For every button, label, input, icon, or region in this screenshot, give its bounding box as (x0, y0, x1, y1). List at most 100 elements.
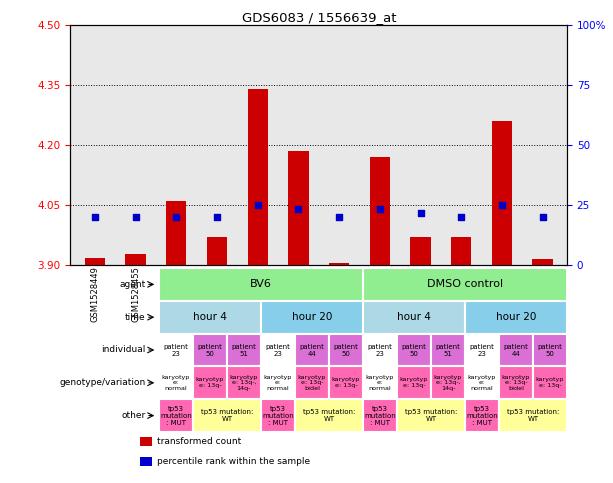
Text: tp53
mutation
: MUT: tp53 mutation : MUT (262, 406, 294, 426)
Bar (492, 121, 512, 265)
Bar (465, 334, 499, 367)
Bar (295, 399, 363, 432)
Bar (370, 157, 390, 265)
Text: patient
23: patient 23 (470, 343, 495, 356)
Text: karyotyp
e: 13q-,
14q-: karyotyp e: 13q-, 14q- (434, 374, 462, 391)
Text: tp53
mutation
: MUT: tp53 mutation : MUT (364, 406, 396, 426)
Text: patient
50: patient 50 (538, 343, 563, 356)
Text: tp53
mutation
: MUT: tp53 mutation : MUT (160, 406, 192, 426)
Text: patient
23: patient 23 (368, 343, 392, 356)
Bar (363, 399, 397, 432)
Point (131, 213, 140, 221)
Bar (159, 301, 261, 334)
Text: karyotyp
e: 13q-: karyotyp e: 13q- (400, 377, 428, 388)
Text: individual: individual (101, 345, 145, 355)
Text: genotype/variation: genotype/variation (59, 378, 145, 387)
Text: percentile rank within the sample: percentile rank within the sample (158, 457, 311, 466)
Text: patient
44: patient 44 (300, 343, 324, 356)
Text: time: time (124, 313, 145, 322)
Text: karyotyp
e: 13q-,
14q-: karyotyp e: 13q-, 14q- (230, 374, 258, 391)
Text: patient
50: patient 50 (333, 343, 359, 356)
Point (538, 213, 547, 221)
Bar (397, 334, 431, 367)
Bar (140, 437, 153, 446)
Text: patient
50: patient 50 (197, 343, 223, 356)
Point (253, 201, 262, 209)
Bar (295, 334, 329, 367)
Bar (159, 334, 193, 367)
Bar (193, 334, 227, 367)
Point (172, 213, 181, 221)
Bar (499, 334, 533, 367)
Text: patient
51: patient 51 (436, 343, 460, 356)
Text: tp53 mutation:
WT: tp53 mutation: WT (303, 409, 355, 422)
Text: BV6: BV6 (250, 279, 272, 289)
Text: patient
23: patient 23 (164, 343, 188, 356)
Text: karyotyp
e: 13q-: karyotyp e: 13q- (332, 377, 360, 388)
Point (456, 213, 466, 221)
Text: hour 4: hour 4 (193, 312, 227, 322)
Point (334, 213, 344, 221)
Bar (261, 399, 295, 432)
Point (416, 209, 425, 217)
Text: tp53 mutation:
WT: tp53 mutation: WT (507, 409, 559, 422)
Text: karyotyp
e: 13q-
bidel: karyotyp e: 13q- bidel (298, 374, 326, 391)
Point (212, 213, 222, 221)
Bar (329, 367, 363, 399)
Bar (410, 237, 431, 265)
Bar (431, 334, 465, 367)
Bar (126, 254, 146, 265)
Bar (261, 367, 295, 399)
Bar (85, 258, 105, 265)
Bar (329, 334, 363, 367)
Bar (140, 457, 153, 467)
Bar (451, 237, 471, 265)
Point (294, 205, 303, 213)
Bar (193, 399, 261, 432)
Bar (288, 151, 308, 265)
Text: other: other (121, 411, 145, 420)
Bar (248, 89, 268, 265)
Bar (207, 237, 227, 265)
Bar (159, 367, 193, 399)
Text: patient
51: patient 51 (232, 343, 256, 356)
Text: DMSO control: DMSO control (427, 279, 503, 289)
Bar (261, 334, 295, 367)
Text: hour 20: hour 20 (496, 312, 536, 322)
Bar (533, 334, 567, 367)
Text: karyotyp
e:
normal: karyotyp e: normal (162, 374, 190, 391)
Text: tp53 mutation:
WT: tp53 mutation: WT (200, 409, 253, 422)
Bar (227, 367, 261, 399)
Text: karyotyp
e:
normal: karyotyp e: normal (468, 374, 496, 391)
Bar (295, 367, 329, 399)
Bar (465, 301, 567, 334)
Text: karyotyp
e: 13q-: karyotyp e: 13q- (196, 377, 224, 388)
Bar (261, 301, 363, 334)
Bar (533, 259, 553, 265)
Bar (363, 268, 567, 301)
Bar (465, 399, 499, 432)
Bar (329, 263, 349, 265)
Point (90, 213, 100, 221)
Bar (363, 334, 397, 367)
Text: tp53
mutation
: MUT: tp53 mutation : MUT (466, 406, 498, 426)
Bar (397, 367, 431, 399)
Bar (193, 367, 227, 399)
Bar (397, 399, 465, 432)
Point (497, 201, 507, 209)
Text: patient
50: patient 50 (402, 343, 427, 356)
Bar (465, 367, 499, 399)
Bar (159, 399, 193, 432)
Point (375, 205, 385, 213)
Text: patient
23: patient 23 (265, 343, 291, 356)
Text: karyotyp
e:
normal: karyotyp e: normal (264, 374, 292, 391)
Bar (499, 367, 533, 399)
Text: agent: agent (119, 280, 145, 289)
Text: karyotyp
e:
normal: karyotyp e: normal (366, 374, 394, 391)
Bar (159, 268, 363, 301)
Text: hour 4: hour 4 (397, 312, 431, 322)
Bar (499, 399, 567, 432)
Bar (363, 301, 465, 334)
Bar (227, 334, 261, 367)
Bar (363, 367, 397, 399)
